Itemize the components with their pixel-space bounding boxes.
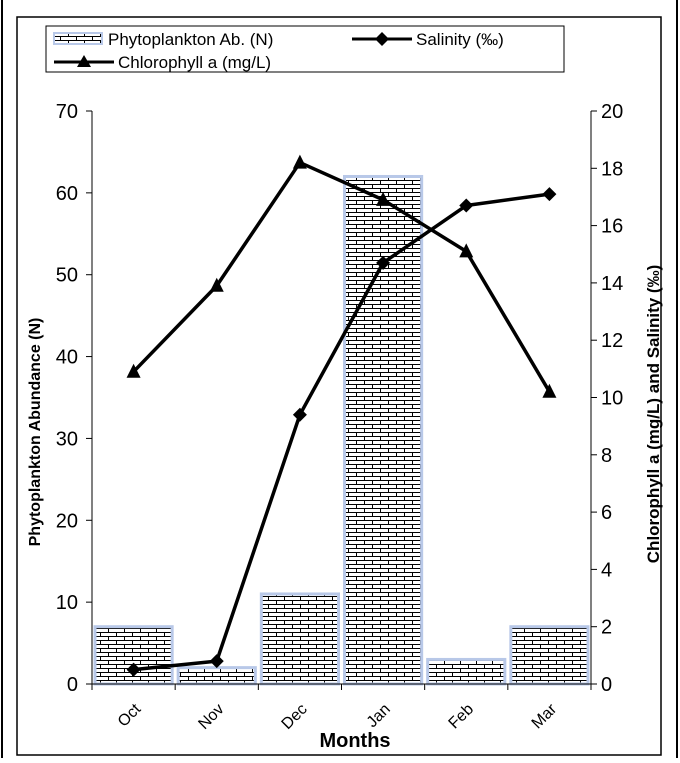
marker-chlorophyll-feb xyxy=(459,243,474,258)
legend-box xyxy=(45,25,565,73)
lines xyxy=(126,154,557,677)
y-tick-label-right: 2 xyxy=(601,617,612,639)
y-tick-label-left: 70 xyxy=(56,101,78,123)
legend-swatch-phytoplankton xyxy=(53,32,103,45)
marker-chlorophyll-dec xyxy=(292,154,307,169)
marker-salinity-mar xyxy=(542,187,557,202)
y-tick-label-left: 50 xyxy=(56,265,78,287)
marker-salinity-oct xyxy=(126,662,141,677)
x-tick-label-oct: Oct xyxy=(115,700,145,730)
axes xyxy=(86,110,597,690)
bar-dec xyxy=(259,592,341,686)
y-tick-label-right: 8 xyxy=(601,445,612,467)
marker-chlorophyll-oct xyxy=(126,363,141,378)
y-tick-label-right: 12 xyxy=(601,330,623,352)
y-tick-label-right: 18 xyxy=(601,158,623,180)
y-tick-label-left: 0 xyxy=(67,674,78,696)
x-tick-label-nov: Nov xyxy=(195,701,227,733)
marker-salinity-jan xyxy=(376,255,391,270)
y-tick-label-right: 10 xyxy=(601,388,623,410)
legend-label-salinity: Salinity (‰) xyxy=(416,30,504,49)
legend: Phytoplankton Ab. (N) Salinity (‰) Chlor… xyxy=(45,25,565,73)
y-tick-label-left: 20 xyxy=(56,510,78,532)
y-tick-label-right: 16 xyxy=(601,216,623,238)
y-tick-label-right: 14 xyxy=(601,273,623,295)
y-tick-label-right: 20 xyxy=(601,101,623,123)
y-tick-label-right: 6 xyxy=(601,502,612,524)
bar-feb xyxy=(426,657,507,686)
legend-marker-salinity xyxy=(375,32,389,46)
x-tick-label-dec: Dec xyxy=(279,701,311,733)
legend-marker-chlorophyll xyxy=(77,55,91,67)
marker-chlorophyll-jan xyxy=(376,191,391,206)
bars xyxy=(93,174,590,686)
y-tick-label-right: 4 xyxy=(601,559,612,581)
chart-area-border xyxy=(16,16,662,756)
y-tick-label-left: 40 xyxy=(56,347,78,369)
y-tick-label-left: 60 xyxy=(56,183,78,205)
bar-nov xyxy=(176,666,257,686)
x-tick-label-feb: Feb xyxy=(446,701,478,733)
y-tick-label-left: 30 xyxy=(56,428,78,450)
legend-label-chlorophyll: Chlorophyll a (mg/L) xyxy=(118,53,271,72)
line-chlorophyll xyxy=(132,160,551,393)
marker-chlorophyll-nov xyxy=(209,277,224,292)
x-tick-label-jan: Jan xyxy=(364,701,394,731)
x-tick-label-mar: Mar xyxy=(529,700,561,732)
marker-salinity-nov xyxy=(209,654,224,669)
y-tick-label-left: 10 xyxy=(56,592,78,614)
line-salinity xyxy=(133,192,550,672)
y-axis-title-left: Phytoplankton Abundance (N) xyxy=(27,318,44,547)
marker-salinity-feb xyxy=(459,198,474,213)
marker-chlorophyll-mar xyxy=(542,383,557,398)
bar-mar xyxy=(509,625,590,686)
y-tick-label-right: 0 xyxy=(601,674,612,696)
legend-label-phytoplankton: Phytoplankton Ab. (N) xyxy=(108,30,273,49)
x-axis-title: Months xyxy=(319,730,390,752)
bar-jan xyxy=(343,174,424,686)
y-axis-title-right: Chlorophyll a (mg/L) and Salinity (‰) xyxy=(644,265,663,563)
marker-salinity-dec xyxy=(292,407,307,422)
